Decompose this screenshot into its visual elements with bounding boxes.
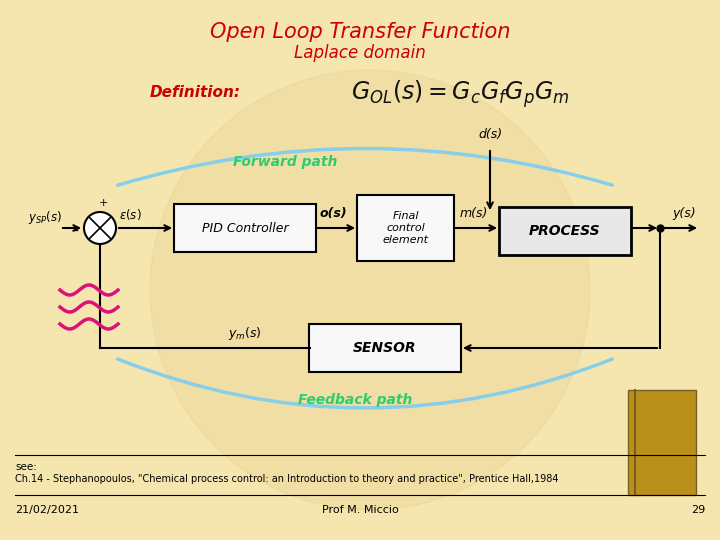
Text: d(s): d(s) [478, 128, 502, 141]
Text: Feedback path: Feedback path [298, 393, 412, 407]
FancyBboxPatch shape [309, 324, 461, 372]
FancyBboxPatch shape [628, 390, 696, 495]
Text: Final
control
element: Final control element [382, 211, 428, 245]
Circle shape [84, 212, 116, 244]
Text: Ch.14 - Stephanopoulos, "Chemical process control: an Introduction to theory and: Ch.14 - Stephanopoulos, "Chemical proces… [15, 474, 559, 484]
Text: see:: see: [15, 462, 37, 472]
FancyBboxPatch shape [499, 207, 631, 255]
Text: 29: 29 [690, 505, 705, 515]
Text: Laplace domain: Laplace domain [294, 44, 426, 62]
Text: -: - [73, 225, 78, 239]
FancyBboxPatch shape [174, 204, 316, 252]
Text: m(s): m(s) [460, 207, 488, 220]
Text: Definition:: Definition: [150, 85, 240, 100]
Text: Prof M. Miccio: Prof M. Miccio [322, 505, 398, 515]
Text: o(s): o(s) [319, 207, 347, 220]
Text: Forward path: Forward path [233, 155, 337, 169]
Text: $G_{OL}(s)=G_cG_fG_pG_m$: $G_{OL}(s)=G_cG_fG_pG_m$ [351, 78, 570, 110]
Text: Open Loop Transfer Function: Open Loop Transfer Function [210, 22, 510, 42]
Text: $y_m(s)$: $y_m(s)$ [228, 326, 262, 342]
Text: 21/02/2021: 21/02/2021 [15, 505, 79, 515]
Text: y(s): y(s) [672, 207, 696, 220]
Text: $y_{SP}(s)$: $y_{SP}(s)$ [28, 210, 62, 226]
Text: SENSOR: SENSOR [354, 341, 417, 355]
FancyBboxPatch shape [357, 195, 454, 261]
Text: PID Controller: PID Controller [202, 221, 288, 234]
Text: +: + [99, 198, 108, 208]
Text: $\varepsilon(s)$: $\varepsilon(s)$ [119, 206, 141, 221]
Text: PROCESS: PROCESS [529, 224, 600, 238]
Circle shape [150, 70, 590, 510]
